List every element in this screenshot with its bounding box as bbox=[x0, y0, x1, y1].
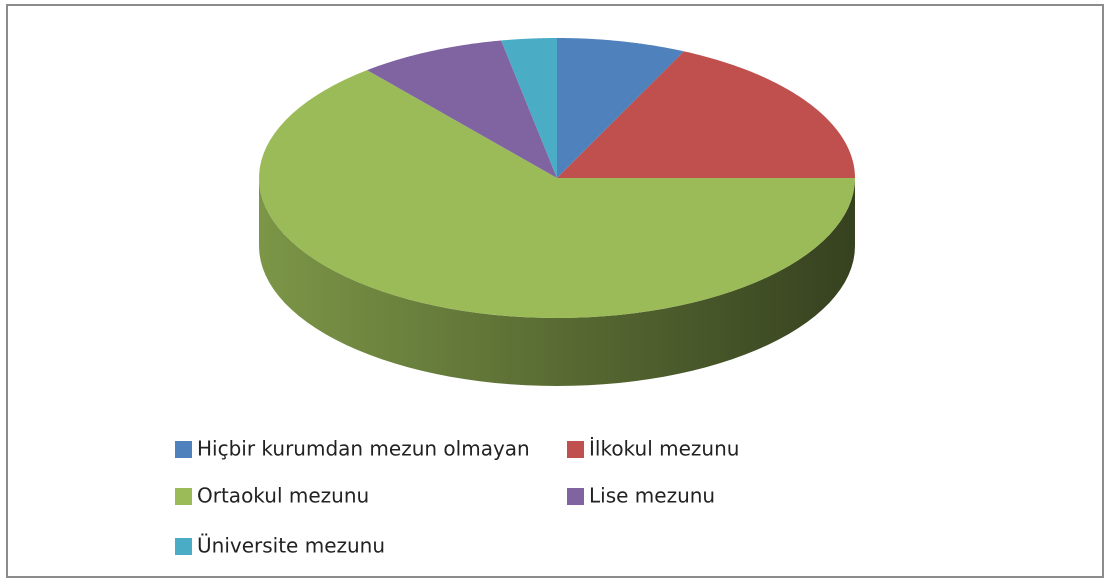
legend-label: Ortaokul mezunu bbox=[197, 484, 369, 508]
pie-slice bbox=[557, 38, 684, 178]
pie-slice bbox=[557, 51, 855, 178]
pie-slice bbox=[259, 70, 855, 318]
legend-swatch bbox=[567, 441, 584, 458]
legend-swatch bbox=[567, 488, 584, 505]
pie-slice bbox=[367, 40, 557, 179]
legend-swatch bbox=[175, 441, 192, 458]
legend-label: Hiçbir kurumdan mezun olmayan bbox=[197, 437, 530, 461]
legend-label: İlkokul mezunu bbox=[589, 437, 739, 461]
legend-label: Lise mezunu bbox=[589, 484, 715, 508]
legend-swatch bbox=[175, 538, 192, 555]
legend-swatch bbox=[175, 488, 192, 505]
pie-side bbox=[259, 178, 855, 386]
legend-label: Üniversite mezunu bbox=[197, 534, 385, 558]
pie-slice bbox=[501, 38, 557, 178]
